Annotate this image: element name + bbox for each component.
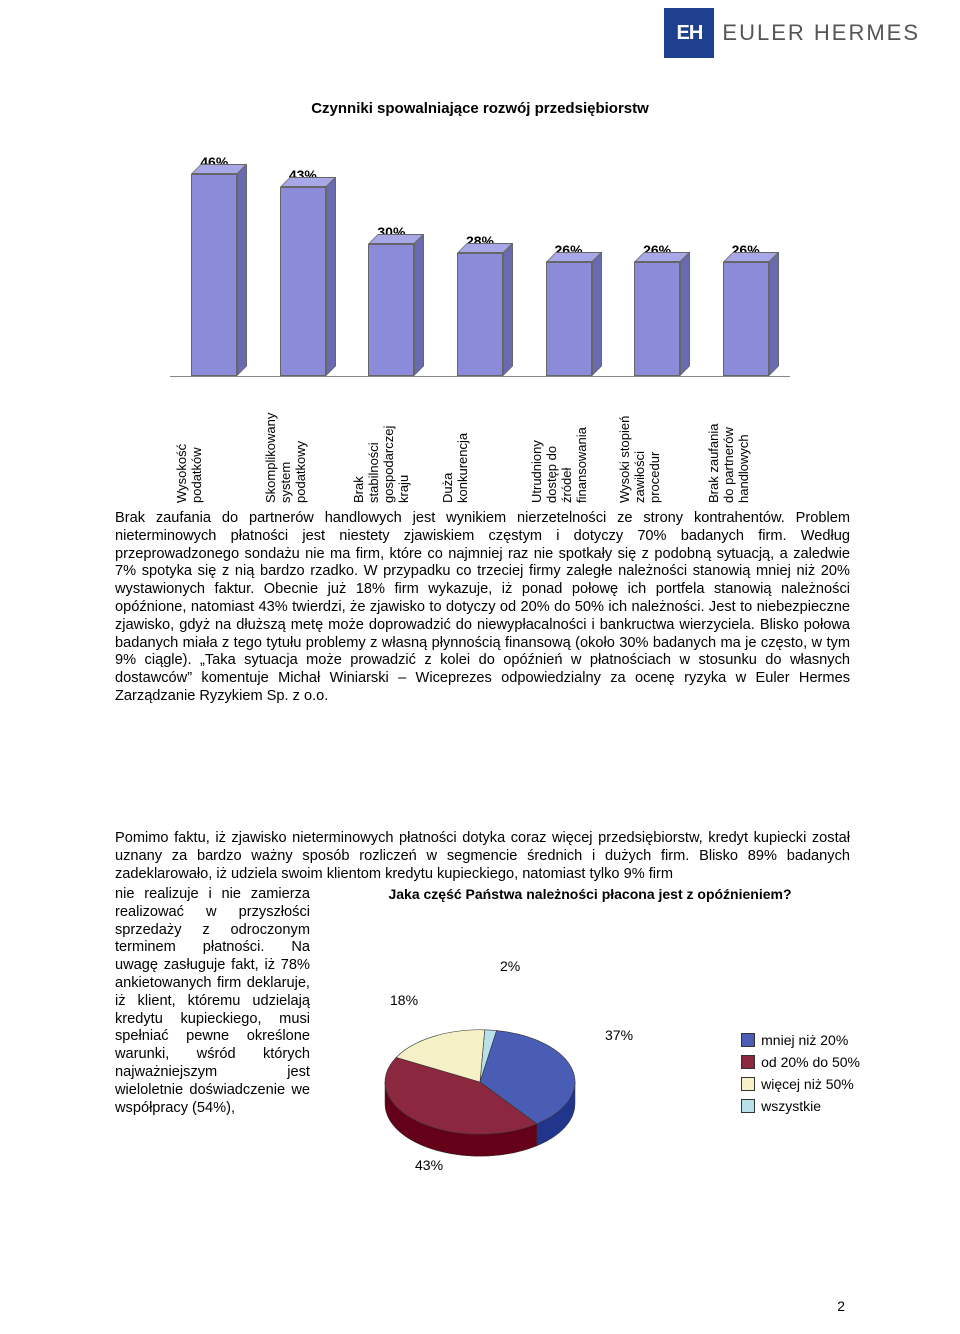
two-column-block: nie realizuje i nie zamierza realizować … — [115, 886, 850, 1232]
bar-chart-x-axis: Wysokość podatkówSkomplikowany system po… — [170, 383, 790, 503]
bar: 26% — [617, 242, 697, 376]
bar: 30% — [351, 224, 431, 376]
bar-shape — [368, 244, 414, 376]
bar-chart-czynniki: Czynniki spowalniające rozwój przedsiębi… — [170, 100, 790, 503]
pie-slice-label-18: 18% — [390, 992, 418, 1008]
legend-item: mniej niż 20% — [741, 1032, 860, 1048]
legend-item: wszystkie — [741, 1098, 860, 1114]
bar-shape — [723, 262, 769, 376]
pie-slice-label-43: 43% — [415, 1157, 443, 1173]
bar-category-label: Brak stabilności gospodarczej kraju — [351, 383, 431, 503]
bar-category-label: Skomplikowany system podatkowy — [263, 383, 343, 503]
bar-chart-plot-area: 46% 43% 30% 28% — [170, 157, 790, 377]
page-number: 2 — [837, 1298, 845, 1314]
legend-label: wszystkie — [761, 1098, 821, 1114]
legend-swatch — [741, 1033, 755, 1047]
bar: 43% — [263, 167, 343, 376]
legend-swatch — [741, 1055, 755, 1069]
pie-slice-label-37: 37% — [605, 1027, 633, 1043]
pie-chart-area: 18% 2% 37% 43% mniej niż 20%od 20% do 50… — [330, 932, 850, 1232]
bar-category-label: Wysoki stopień zawiłości procedur — [617, 383, 697, 503]
bar-shape — [191, 174, 237, 376]
legend-label: od 20% do 50% — [761, 1054, 860, 1070]
pie-legend: mniej niż 20% od 20% do 50% więcej niż 50%… — [741, 1032, 860, 1120]
legend-item: więcej niż 50% — [741, 1076, 860, 1092]
bar-shape — [634, 262, 680, 376]
legend-swatch — [741, 1099, 755, 1113]
bar: 46% — [174, 154, 254, 376]
pie-chart-block: Jaka część Państwa należności płacona je… — [330, 886, 850, 1232]
logo-icon: EH — [664, 8, 714, 58]
paragraph-1: Brak zaufania do partnerów handlowych je… — [115, 510, 850, 706]
bar-category-label: Utrudniony dostęp do źródeł finansowania — [529, 383, 609, 503]
bar: 28% — [440, 233, 520, 376]
left-column-text: nie realizuje i nie zamierza realizować … — [115, 886, 310, 1232]
bar-category-label: Brak zaufania do partnerów handlowych — [706, 383, 786, 503]
brand-name: EULER HERMES — [722, 20, 920, 46]
paragraph-2: Pomimo faktu, iż zjawisko nieterminowych… — [115, 830, 850, 883]
bar-shape — [457, 253, 503, 376]
bar-chart-title: Czynniki spowalniające rozwój przedsiębi… — [170, 100, 790, 117]
bar-category-label: Duża konkurencja — [440, 383, 520, 503]
brand-header: EH EULER HERMES — [664, 8, 920, 58]
legend-swatch — [741, 1077, 755, 1091]
legend-label: więcej niż 50% — [761, 1076, 854, 1092]
bar: 26% — [706, 242, 786, 376]
bar-shape — [546, 262, 592, 376]
bar-shape — [280, 187, 326, 376]
bar-category-label: Wysokość podatków — [174, 383, 254, 503]
pie-chart-title: Jaka część Państwa należności płacona je… — [330, 886, 850, 902]
pie-slice-label-2: 2% — [500, 958, 520, 974]
legend-label: mniej niż 20% — [761, 1032, 848, 1048]
legend-item: od 20% do 50% — [741, 1054, 860, 1070]
bar: 26% — [529, 242, 609, 376]
